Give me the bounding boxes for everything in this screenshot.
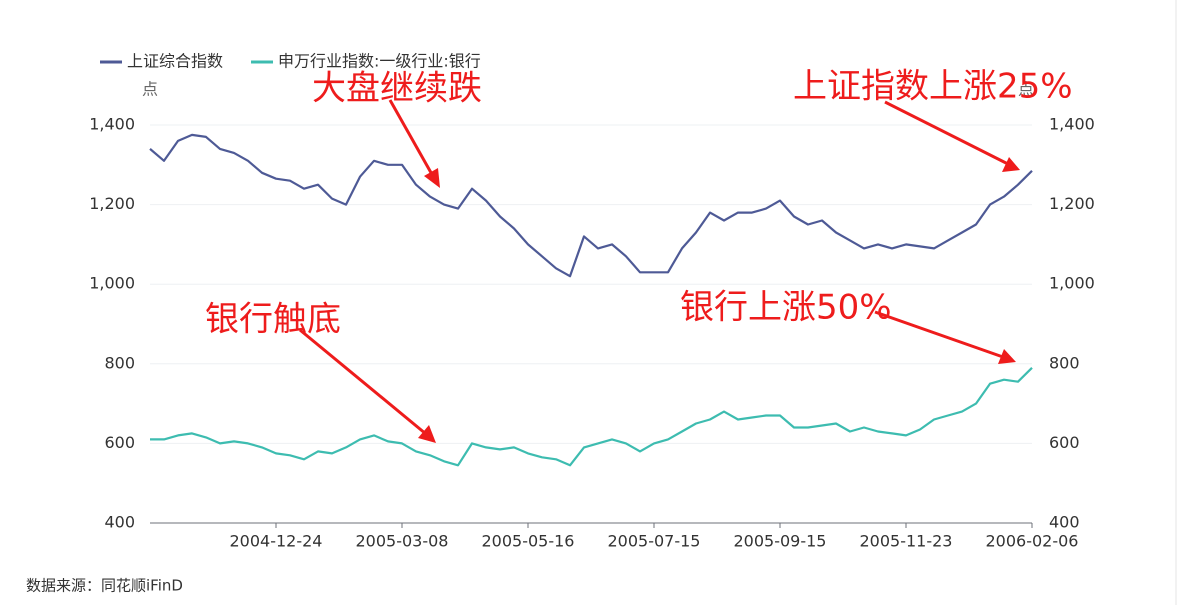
y2-unit: 点 xyxy=(1018,80,1034,99)
y2-tick-label: 1,200 xyxy=(1049,194,1095,213)
annotation: 银行触底 xyxy=(205,300,341,340)
series-line xyxy=(149,133,1033,278)
y2-tick-label: 400 xyxy=(1049,513,1080,532)
annotation: 上证指数上涨25% xyxy=(793,67,1073,107)
source: 数据来源：同花顺iFinD xyxy=(26,577,183,595)
x-tick-label: 2006-02-06 xyxy=(986,532,1079,551)
y-unit: 点 xyxy=(142,80,158,99)
y-tick-label: 400 xyxy=(104,513,135,532)
annotation: 大盘继续跌 xyxy=(312,69,482,109)
x-tick-label: 2005-03-08 xyxy=(356,532,449,551)
annotation: 银行上涨50% xyxy=(680,288,892,328)
x-tick-label: 2004-12-24 xyxy=(230,532,323,551)
y-tick-label: 600 xyxy=(104,433,135,452)
y2-tick-label: 800 xyxy=(1049,353,1080,372)
x-tick-label: 2005-07-15 xyxy=(608,532,701,551)
x-tick-label: 2005-05-16 xyxy=(482,532,575,551)
y-tick-label: 800 xyxy=(104,353,135,372)
y2-tick-label: 1,400 xyxy=(1049,115,1095,134)
y-tick-label: 1,200 xyxy=(89,194,135,213)
annotation-arrows xyxy=(299,99,1020,443)
series-line xyxy=(150,367,1033,467)
y-tick-label: 1,000 xyxy=(89,274,135,293)
legend-label: 申万行业指数:一级行业:银行 xyxy=(278,52,481,71)
y2-tick-label: 600 xyxy=(1049,433,1080,452)
legend-label: 上证综合指数 xyxy=(127,52,223,71)
x-tick-label: 2005-11-23 xyxy=(860,532,953,551)
x-tick-label: 2005-09-15 xyxy=(734,532,827,551)
y-tick-label: 1,400 xyxy=(89,115,135,134)
y2-tick-label: 1,000 xyxy=(1049,274,1095,293)
